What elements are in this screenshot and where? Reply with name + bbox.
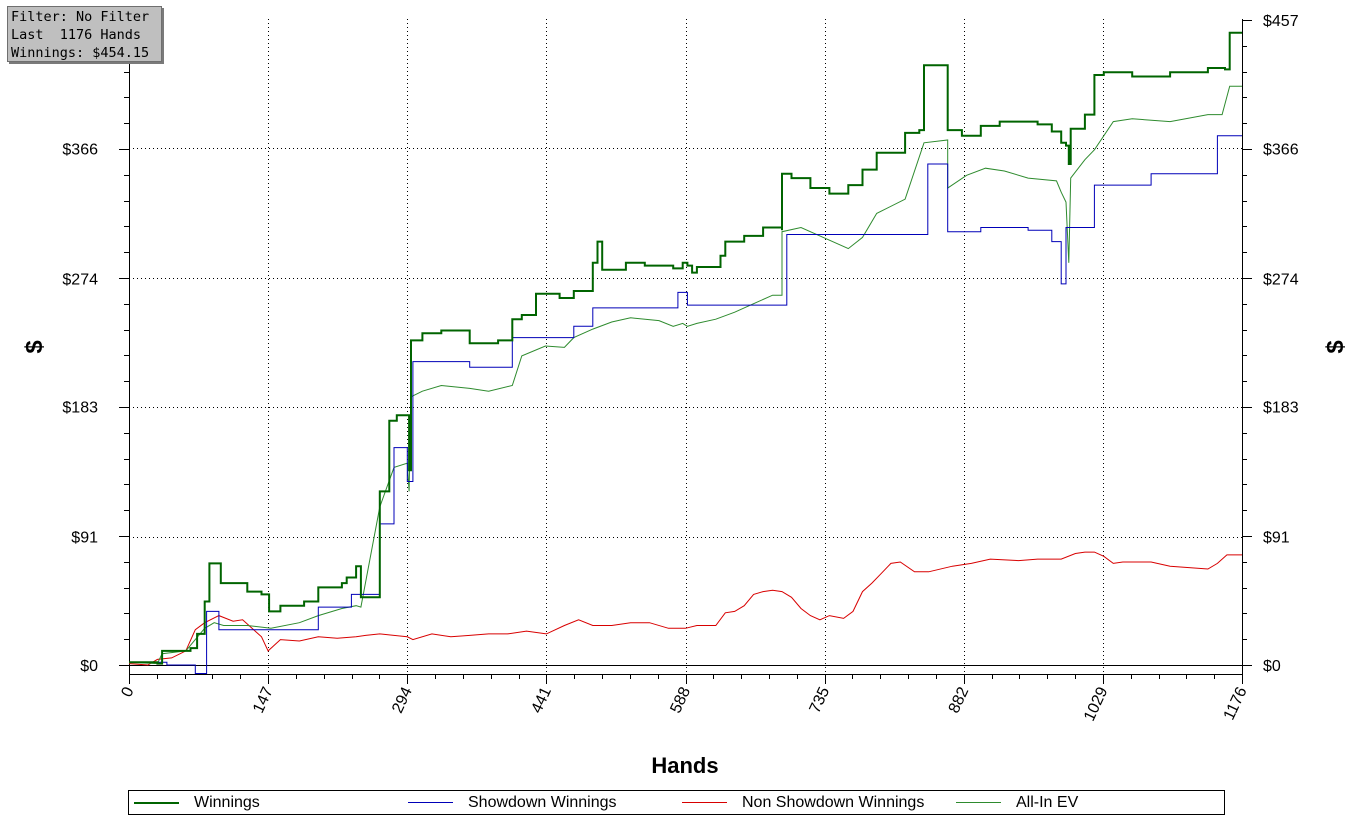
y-axis-title-right: $	[1322, 340, 1349, 354]
legend-item-all-in-ev: All-In EV	[956, 791, 1078, 814]
series-showdown-winnings-line	[129, 135, 1242, 674]
y-tick-label-right: $183	[1263, 400, 1299, 417]
legend-swatch-winnings	[134, 801, 179, 804]
x-tick-label: 735	[807, 684, 834, 715]
legend-label-showdown-winnings: Showdown Winnings	[468, 793, 617, 811]
y-tick-label-right: $457	[1263, 13, 1299, 30]
x-tick-label: 147	[250, 684, 277, 715]
legend-swatch-showdown-winnings	[408, 802, 453, 803]
legend-label-non-showdown-winnings: Non Showdown Winnings	[742, 793, 925, 811]
legend-label-all-in-ev: All-In EV	[1016, 793, 1079, 811]
x-tick-label: 882	[946, 684, 973, 715]
legend-item-winnings: Winnings	[134, 791, 260, 814]
legend-label-winnings: Winnings	[194, 793, 260, 811]
y-tick-label-left: $274	[62, 271, 98, 288]
x-tick-label: 1176	[1221, 684, 1251, 722]
series-lines	[128, 31, 1242, 674]
y-tick-label-left: $183	[62, 400, 98, 417]
y-tick-label-right: $0	[1263, 658, 1281, 675]
y-tick-label-left: $366	[62, 141, 98, 158]
x-tick-label: 1029	[1081, 684, 1111, 724]
x-axis-title: Hands	[651, 753, 718, 778]
x-tick-label: 588	[667, 684, 694, 715]
series-non-showdown-winnings-line	[128, 551, 1242, 666]
grid	[129, 19, 1242, 674]
series-winnings-line	[129, 31, 1242, 665]
legend-swatch-non-showdown-winnings	[682, 802, 727, 803]
hands-count-label: Last 1176 Hands	[11, 27, 142, 43]
x-tick-label: 294	[389, 684, 416, 715]
y-tick-label-left: $91	[71, 530, 98, 547]
filter-info-box: Filter: No Filter Last 1176 Hands Winnings…	[7, 6, 162, 62]
legend-swatch-all-in-ev	[956, 802, 1001, 803]
y-axis-title-left: $	[21, 340, 48, 354]
x-tick-label: 441	[528, 684, 555, 715]
y-tick-label-right: $91	[1263, 530, 1290, 547]
legend-item-non-showdown-winnings: Non Showdown Winnings	[682, 791, 924, 814]
y-tick-label-left: $0	[80, 658, 98, 675]
winnings-total-label: Winnings: $454.15	[11, 45, 150, 61]
y-tick-label-right: $274	[1263, 271, 1299, 288]
x-tick-label: 0	[118, 684, 137, 699]
series-all-in-ev-line	[128, 85, 1242, 665]
legend: Winnings Showdown Winnings Non Showdown …	[128, 790, 1225, 815]
tick-marks	[119, 20, 1252, 684]
filter-label: Filter: No Filter	[11, 9, 150, 25]
y-tick-label-right: $366	[1263, 141, 1299, 158]
tick-labels: $0$0$91$91$183$183$274$274$366$366$457$4…	[62, 13, 1298, 724]
legend-item-showdown-winnings: Showdown Winnings	[408, 791, 617, 814]
